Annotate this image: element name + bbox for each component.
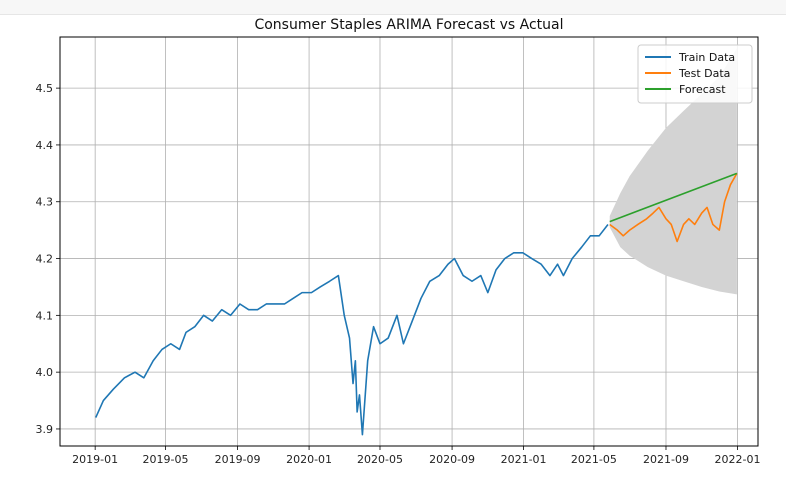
y-axis: 3.9 4.0 4.1 4.2 4.3 4.4 4.5 <box>36 82 60 436</box>
notebook-output-top-bar <box>0 0 786 15</box>
x-axis: 2019-01 2019-05 2019-09 2020-01 2020-05 2020-… <box>72 446 760 466</box>
legend-label: Test Data <box>678 67 730 80</box>
x-tick-label: 2021-01 <box>501 453 547 466</box>
y-tick-label: 4.1 <box>36 309 54 322</box>
confidence-band <box>609 48 737 295</box>
y-tick-label: 3.9 <box>36 423 54 436</box>
x-tick-label: 2019-01 <box>72 453 118 466</box>
y-tick-label: 4.4 <box>36 139 54 152</box>
x-tick-label: 2020-05 <box>357 453 403 466</box>
y-tick-label: 4.3 <box>36 196 54 209</box>
chart-grid <box>60 37 758 446</box>
x-tick-label: 2019-05 <box>143 453 189 466</box>
y-tick-label: 4.0 <box>36 366 54 379</box>
axes-frame <box>59 36 759 447</box>
legend-label: Train Data <box>678 51 735 64</box>
y-tick-label: 4.2 <box>36 253 54 266</box>
x-tick-label: 2022-01 <box>715 453 761 466</box>
x-tick-label: 2020-01 <box>286 453 332 466</box>
train-data-line <box>95 223 609 436</box>
x-tick-label: 2021-09 <box>643 453 689 466</box>
legend-label: Forecast <box>679 83 726 96</box>
test-data-line <box>609 172 738 243</box>
series-lines <box>95 172 738 436</box>
x-tick-label: 2020-09 <box>429 453 475 466</box>
forecast-line <box>609 172 738 223</box>
forecast-confidence-interval <box>609 48 737 295</box>
legend: Train Data Test Data Forecast <box>637 44 753 104</box>
y-tick-label: 4.5 <box>36 82 54 95</box>
chart-title: Consumer Staples ARIMA Forecast vs Actua… <box>254 17 563 33</box>
x-tick-label: 2021-05 <box>571 453 617 466</box>
x-tick-label: 2019-09 <box>215 453 261 466</box>
